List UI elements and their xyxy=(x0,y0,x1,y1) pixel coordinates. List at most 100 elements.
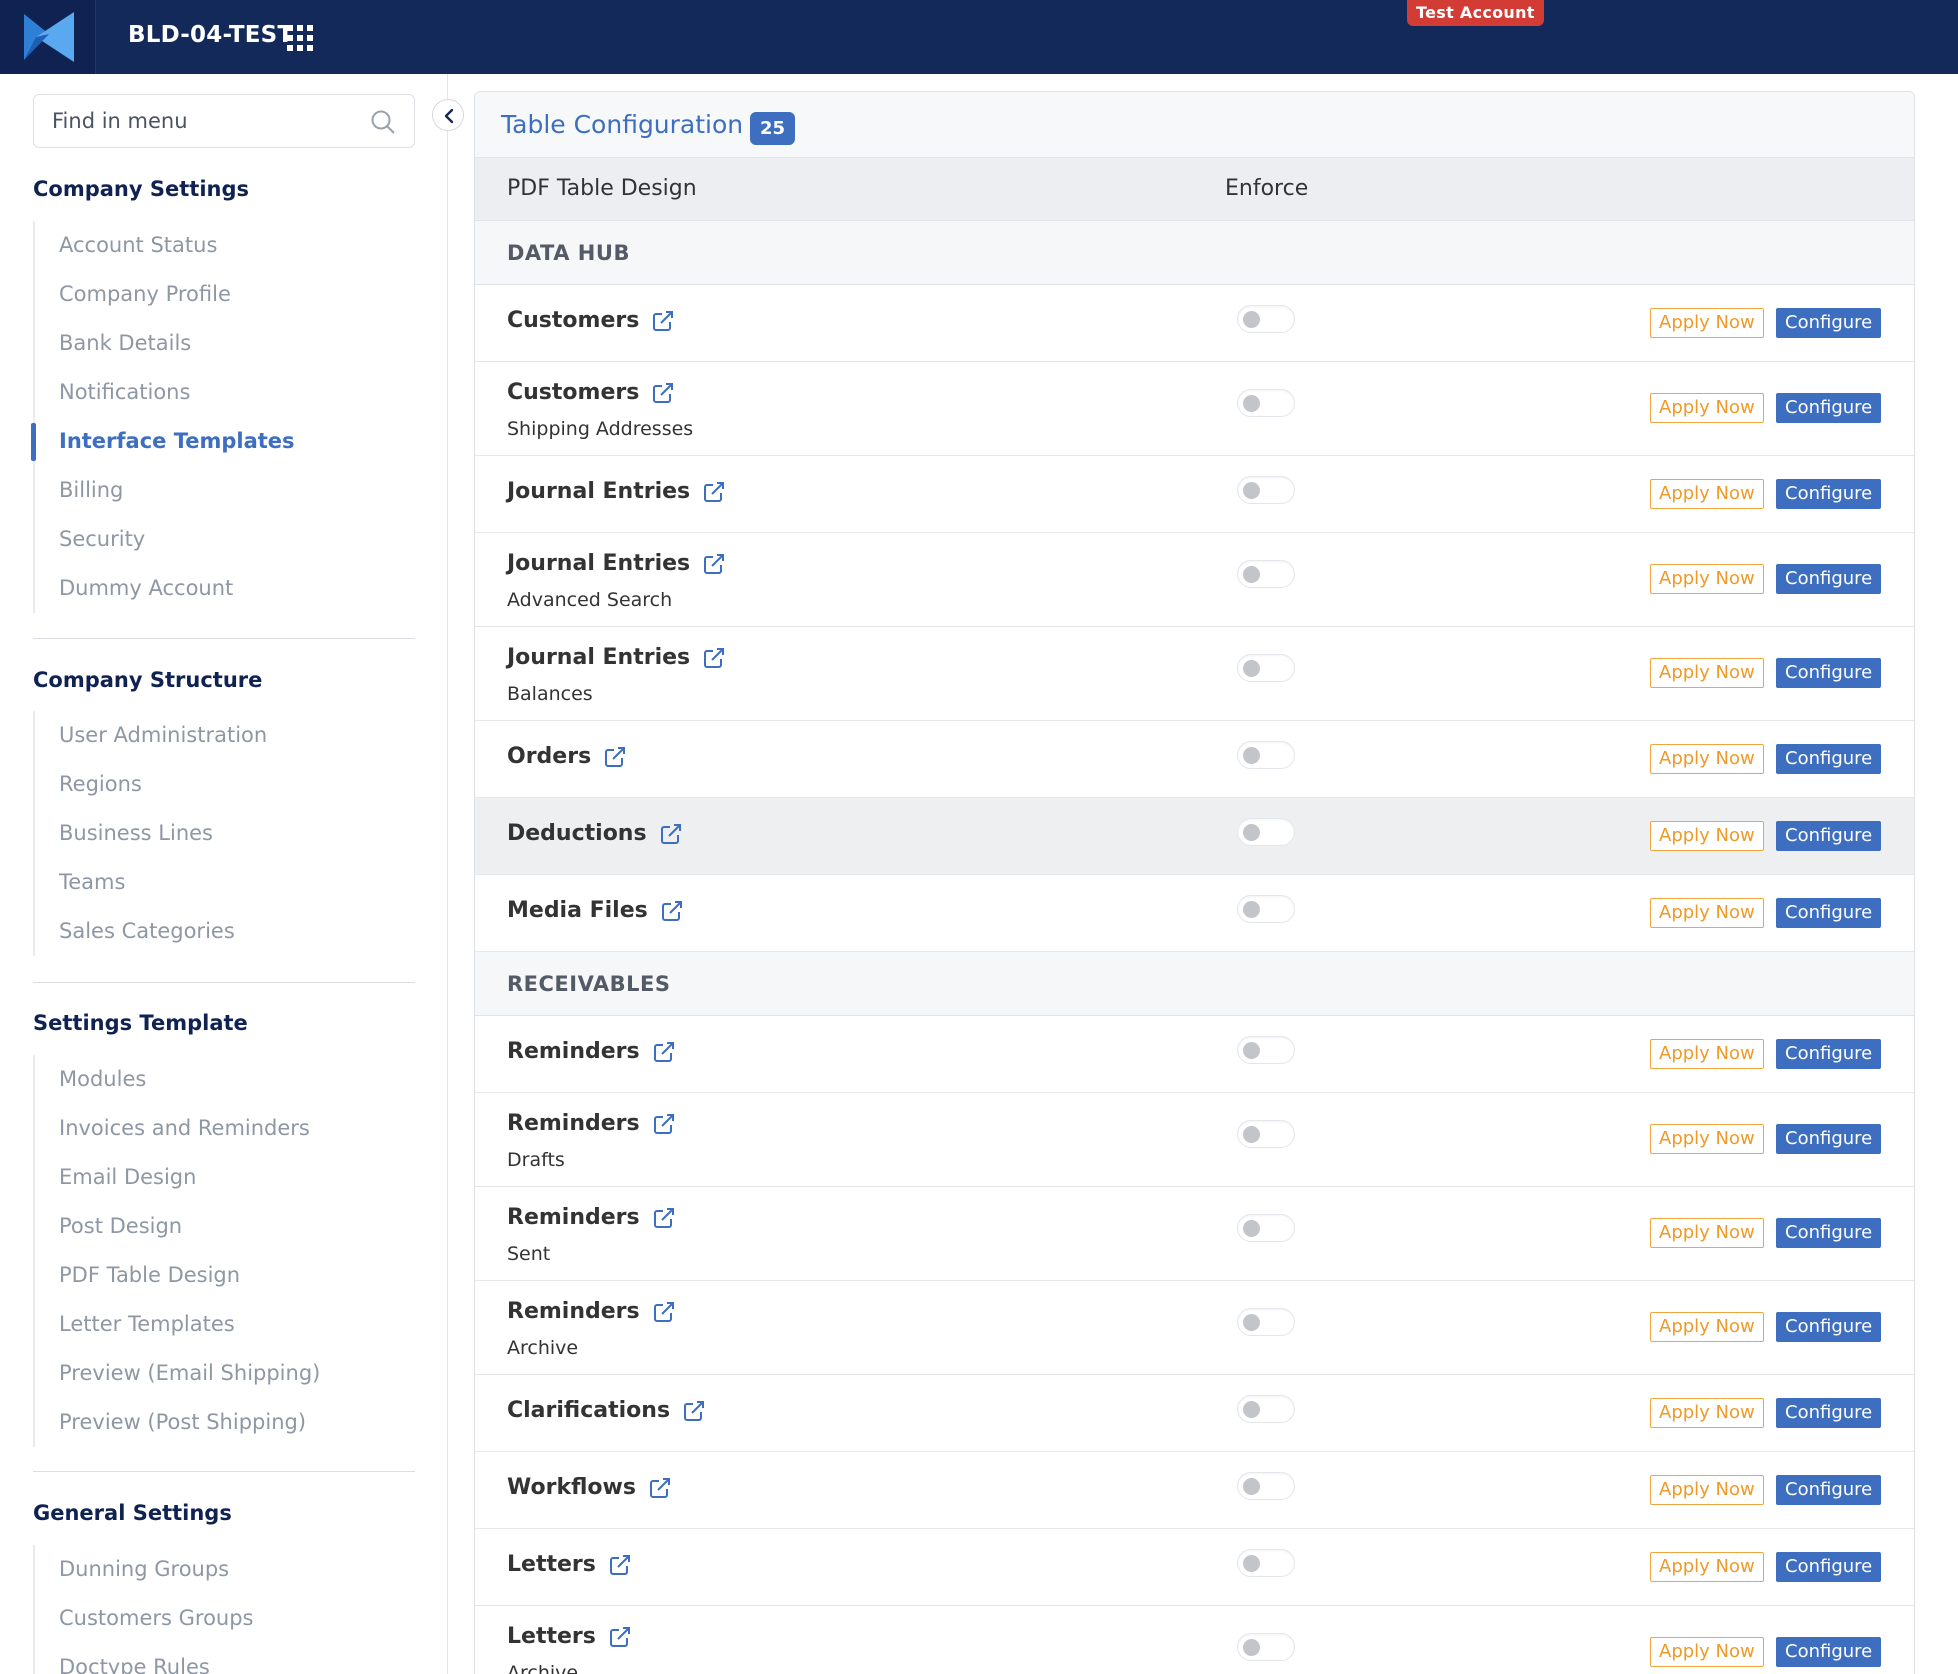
apply-now-button[interactable]: Apply Now xyxy=(1650,308,1764,338)
external-link-icon[interactable] xyxy=(652,1040,676,1064)
enforce-toggle[interactable] xyxy=(1237,1549,1295,1577)
enforce-toggle[interactable] xyxy=(1237,1120,1295,1148)
nav-group-company-settings: Account Status Company Profile Bank Deta… xyxy=(31,221,415,613)
apply-now-button[interactable]: Apply Now xyxy=(1650,1312,1764,1342)
external-link-icon[interactable] xyxy=(608,1625,632,1649)
sidebar-item-security[interactable]: Security xyxy=(59,527,146,551)
apply-now-button[interactable]: Apply Now xyxy=(1650,1475,1764,1505)
external-link-icon[interactable] xyxy=(652,1112,676,1136)
sidebar-item-modules[interactable]: Modules xyxy=(59,1067,147,1091)
external-link-icon[interactable] xyxy=(660,899,684,923)
sidebar-item-pdf-table-design[interactable]: PDF Table Design xyxy=(59,1263,241,1287)
sidebar-item-billing[interactable]: Billing xyxy=(59,478,124,502)
menu-search-input[interactable] xyxy=(52,107,352,135)
apply-now-button[interactable]: Apply Now xyxy=(1650,1637,1764,1667)
external-link-icon[interactable] xyxy=(651,381,675,405)
enforce-toggle[interactable] xyxy=(1237,1395,1295,1423)
table-row: Reminders Drafts Apply Now Configure xyxy=(475,1093,1914,1187)
sidebar-item-dunning-groups[interactable]: Dunning Groups xyxy=(59,1557,230,1581)
enforce-toggle[interactable] xyxy=(1237,476,1295,504)
configure-button[interactable]: Configure xyxy=(1776,1218,1882,1248)
apply-now-button[interactable]: Apply Now xyxy=(1650,564,1764,594)
configure-button[interactable]: Configure xyxy=(1776,479,1882,509)
enforce-toggle[interactable] xyxy=(1237,1472,1295,1500)
enforce-toggle[interactable] xyxy=(1237,1633,1295,1661)
sidebar-item-user-administration[interactable]: User Administration xyxy=(59,723,268,747)
configure-button[interactable]: Configure xyxy=(1776,1039,1882,1069)
enforce-toggle[interactable] xyxy=(1237,1214,1295,1242)
enforce-toggle[interactable] xyxy=(1237,305,1295,333)
apply-now-button[interactable]: Apply Now xyxy=(1650,1398,1764,1428)
apply-now-button[interactable]: Apply Now xyxy=(1650,393,1764,423)
enforce-toggle[interactable] xyxy=(1237,560,1295,588)
row-name-label: Journal Entries xyxy=(507,645,691,670)
apply-now-button[interactable]: Apply Now xyxy=(1650,658,1764,688)
sidebar-item-invoices-and-reminders[interactable]: Invoices and Reminders xyxy=(59,1116,310,1140)
external-link-icon[interactable] xyxy=(603,745,627,769)
configure-button[interactable]: Configure xyxy=(1776,1637,1882,1667)
row-name-label: Clarifications xyxy=(507,1398,671,1423)
configure-button[interactable]: Configure xyxy=(1776,744,1882,774)
sidebar-item-doctype-rules[interactable]: Doctype Rules xyxy=(59,1655,210,1674)
sidebar-item-preview-post-shipping[interactable]: Preview (Post Shipping) xyxy=(59,1410,307,1434)
external-link-icon[interactable] xyxy=(648,1476,672,1500)
sidebar-item-account-status[interactable]: Account Status xyxy=(59,233,218,257)
configure-button[interactable]: Configure xyxy=(1776,393,1882,423)
sidebar-item-interface-templates[interactable]: Interface Templates xyxy=(31,417,415,466)
external-link-icon[interactable] xyxy=(702,646,726,670)
apply-now-button[interactable]: Apply Now xyxy=(1650,898,1764,928)
sidebar-item-dummy-account[interactable]: Dummy Account xyxy=(59,576,234,600)
sidebar-item-business-lines[interactable]: Business Lines xyxy=(59,821,213,845)
configure-button[interactable]: Configure xyxy=(1776,821,1882,851)
sidebar-item-company-profile[interactable]: Company Profile xyxy=(59,282,231,306)
configure-button[interactable]: Configure xyxy=(1776,658,1882,688)
apps-grid-icon[interactable] xyxy=(287,25,313,51)
enforce-toggle[interactable] xyxy=(1237,1036,1295,1064)
external-link-icon[interactable] xyxy=(608,1553,632,1577)
apply-now-button[interactable]: Apply Now xyxy=(1650,1552,1764,1582)
apply-now-button[interactable]: Apply Now xyxy=(1650,744,1764,774)
configure-button[interactable]: Configure xyxy=(1776,1124,1882,1154)
configure-button[interactable]: Configure xyxy=(1776,1398,1882,1428)
table-configuration-panel: Table Configuration 25 PDF Table Design … xyxy=(474,91,1915,1674)
external-link-icon[interactable] xyxy=(651,309,675,333)
sidebar-item-email-design[interactable]: Email Design xyxy=(59,1165,197,1189)
sidebar-item-letter-templates[interactable]: Letter Templates xyxy=(59,1312,235,1336)
enforce-toggle[interactable] xyxy=(1237,741,1295,769)
sidebar-item-sales-categories[interactable]: Sales Categories xyxy=(59,919,235,943)
enforce-toggle[interactable] xyxy=(1237,818,1295,846)
sidebar-item-preview-email-shipping[interactable]: Preview (Email Shipping) xyxy=(59,1361,321,1385)
external-link-icon[interactable] xyxy=(652,1206,676,1230)
sidebar-item-customers-groups[interactable]: Customers Groups xyxy=(59,1606,254,1630)
apply-now-button[interactable]: Apply Now xyxy=(1650,1124,1764,1154)
configure-button[interactable]: Configure xyxy=(1776,1312,1882,1342)
collapse-sidebar-button[interactable] xyxy=(432,99,464,131)
sidebar-item-notifications[interactable]: Notifications xyxy=(59,380,191,404)
configure-button[interactable]: Configure xyxy=(1776,308,1882,338)
row-name: Reminders xyxy=(507,1111,676,1136)
search-icon[interactable] xyxy=(370,109,396,135)
apply-now-button[interactable]: Apply Now xyxy=(1650,1039,1764,1069)
sidebar-item-bank-details[interactable]: Bank Details xyxy=(59,331,192,355)
apply-now-button[interactable]: Apply Now xyxy=(1650,821,1764,851)
configure-button[interactable]: Configure xyxy=(1776,1552,1882,1582)
app-logo[interactable] xyxy=(0,0,96,74)
enforce-toggle[interactable] xyxy=(1237,654,1295,682)
external-link-icon[interactable] xyxy=(702,480,726,504)
external-link-icon[interactable] xyxy=(702,552,726,576)
external-link-icon[interactable] xyxy=(652,1300,676,1324)
external-link-icon[interactable] xyxy=(659,822,683,846)
enforce-toggle[interactable] xyxy=(1237,895,1295,923)
sidebar-item-teams[interactable]: Teams xyxy=(59,870,126,894)
enforce-toggle[interactable] xyxy=(1237,389,1295,417)
configure-button[interactable]: Configure xyxy=(1776,564,1882,594)
apply-now-button[interactable]: Apply Now xyxy=(1650,1218,1764,1248)
apply-now-button[interactable]: Apply Now xyxy=(1650,479,1764,509)
configure-button[interactable]: Configure xyxy=(1776,898,1882,928)
sidebar-item-post-design[interactable]: Post Design xyxy=(59,1214,183,1238)
configure-button[interactable]: Configure xyxy=(1776,1475,1882,1505)
enforce-toggle[interactable] xyxy=(1237,1308,1295,1336)
row-name: Workflows xyxy=(507,1475,672,1500)
sidebar-item-regions[interactable]: Regions xyxy=(59,772,142,796)
external-link-icon[interactable] xyxy=(682,1399,706,1423)
